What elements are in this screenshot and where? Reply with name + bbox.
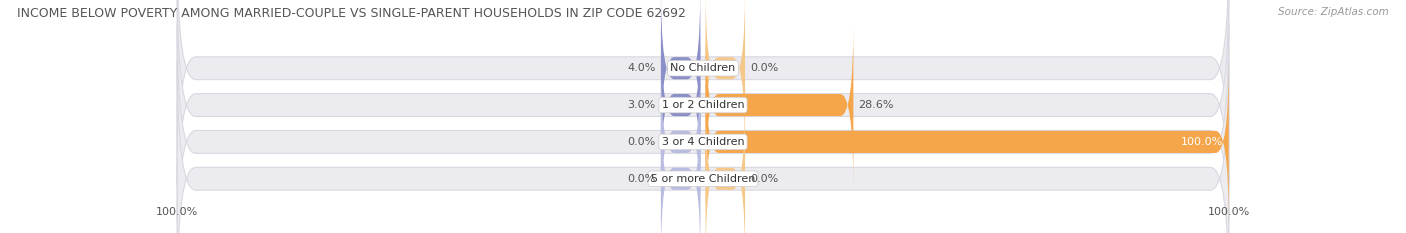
FancyBboxPatch shape [177, 0, 1229, 186]
Text: INCOME BELOW POVERTY AMONG MARRIED-COUPLE VS SINGLE-PARENT HOUSEHOLDS IN ZIP COD: INCOME BELOW POVERTY AMONG MARRIED-COUPL… [17, 7, 686, 20]
Text: Source: ZipAtlas.com: Source: ZipAtlas.com [1278, 7, 1389, 17]
Text: 0.0%: 0.0% [751, 63, 779, 73]
FancyBboxPatch shape [661, 24, 700, 186]
Text: 0.0%: 0.0% [627, 137, 655, 147]
Text: 100.0%: 100.0% [1181, 137, 1223, 147]
FancyBboxPatch shape [177, 24, 1229, 233]
Text: 1 or 2 Children: 1 or 2 Children [662, 100, 744, 110]
FancyBboxPatch shape [661, 98, 700, 233]
Text: 0.0%: 0.0% [751, 174, 779, 184]
Text: 0.0%: 0.0% [627, 174, 655, 184]
FancyBboxPatch shape [706, 0, 745, 149]
FancyBboxPatch shape [706, 61, 1229, 223]
FancyBboxPatch shape [661, 61, 700, 223]
Text: 5 or more Children: 5 or more Children [651, 174, 755, 184]
Text: 4.0%: 4.0% [627, 63, 655, 73]
FancyBboxPatch shape [177, 0, 1229, 223]
Text: 28.6%: 28.6% [859, 100, 894, 110]
Text: 3.0%: 3.0% [627, 100, 655, 110]
FancyBboxPatch shape [706, 98, 745, 233]
FancyBboxPatch shape [177, 61, 1229, 233]
Text: No Children: No Children [671, 63, 735, 73]
FancyBboxPatch shape [706, 24, 853, 186]
FancyBboxPatch shape [661, 0, 700, 149]
Text: 3 or 4 Children: 3 or 4 Children [662, 137, 744, 147]
